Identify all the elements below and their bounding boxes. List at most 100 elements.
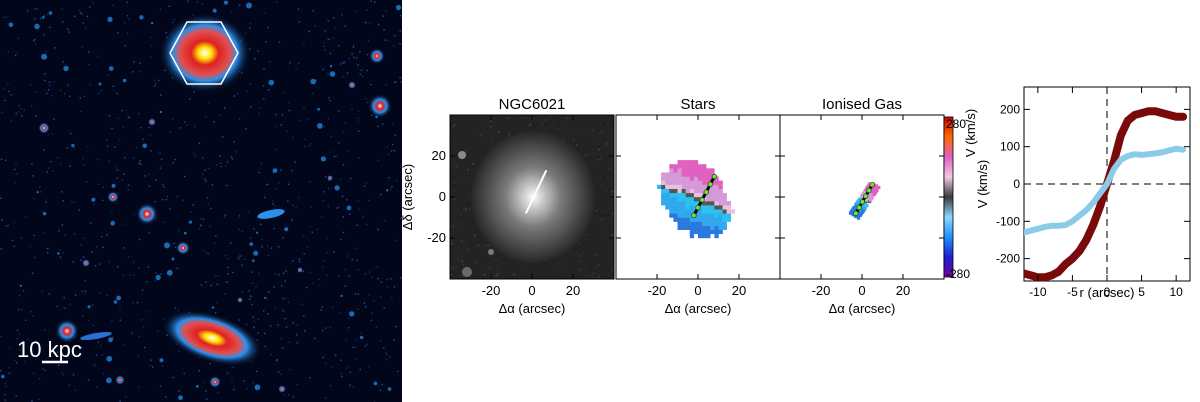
- x-tick-label: 0: [528, 283, 535, 298]
- sky-noise-pixel: [304, 330, 306, 332]
- stars-pixel: [702, 221, 707, 226]
- sky-noise-pixel: [80, 259, 82, 261]
- stars-pixel: [677, 168, 682, 173]
- stars-pixel: [689, 209, 695, 214]
- stars-pixel: [706, 205, 711, 210]
- sky-noise-pixel: [346, 367, 348, 369]
- sky-noise-pixel: [205, 390, 207, 392]
- stars-pixel: [710, 192, 715, 198]
- sky-noise-pixel: [267, 245, 269, 247]
- sky-noise-pixel: [278, 41, 281, 43]
- stars-pixel: [681, 221, 686, 226]
- sky-noise-pixel: [329, 326, 331, 329]
- stars-pixel: [710, 217, 715, 222]
- sky-noise-pixel: [308, 145, 311, 147]
- sky-noise-pixel: [257, 50, 259, 52]
- gas-axes: -20 0 20: [780, 115, 944, 298]
- stars-pixel: [673, 192, 678, 198]
- sky-noise-pixel: [16, 52, 18, 54]
- optical-noise-pixel: [513, 273, 515, 276]
- stars-pixel: [706, 168, 711, 173]
- sky-noise-pixel: [32, 40, 35, 42]
- sky-noise-pixel: [106, 139, 108, 141]
- sky-noise-pixel: [349, 213, 351, 215]
- sky-noise-pixel: [136, 301, 139, 304]
- sky-noise-pixel: [399, 76, 401, 79]
- stars-pixel: [677, 221, 682, 226]
- optical-noise-pixel: [460, 265, 463, 268]
- stars-pixel: [702, 233, 707, 239]
- stars-axis-point: [711, 173, 718, 180]
- stars-axis-point: [699, 197, 705, 203]
- sky-noise-pixel: [0, 370, 2, 372]
- optical-noise-pixel: [561, 124, 564, 126]
- optical-noise-pixel: [595, 266, 598, 269]
- sky-noise-pixel: [33, 198, 35, 200]
- stars-pixel: [681, 168, 686, 173]
- sky-noise-pixel: [56, 157, 59, 159]
- sky-noise-pixel: [207, 203, 209, 205]
- sky-noise-pixel: [121, 223, 124, 225]
- sky-noise-pixel: [233, 95, 236, 97]
- sky-noise-pixel: [267, 291, 270, 293]
- sky-noise-pixel: [216, 301, 218, 304]
- sky-noise-pixel: [204, 169, 206, 171]
- optical-noise-pixel: [460, 255, 463, 258]
- sky-noise-pixel: [224, 214, 226, 216]
- sky-noise-pixel: [306, 246, 309, 248]
- faint-source: [254, 384, 261, 391]
- optical-noise-pixel: [468, 242, 470, 245]
- sky-noise-pixel: [95, 354, 98, 356]
- sky-noise-pixel: [112, 336, 114, 339]
- sky-noise-pixel: [14, 168, 16, 171]
- sky-noise-pixel: [92, 324, 94, 327]
- optical-noise-pixel: [600, 122, 603, 125]
- sky-noise-pixel: [327, 73, 329, 75]
- optical-noise-pixel: [453, 133, 455, 136]
- optical-noise-pixel: [604, 167, 607, 170]
- sky-noise-pixel: [227, 258, 229, 260]
- sky-noise-pixel: [288, 394, 290, 396]
- faint-source: [359, 335, 364, 340]
- sky-noise-pixel: [44, 79, 46, 82]
- sky-noise-pixel: [184, 121, 186, 123]
- optical-noise-pixel: [453, 197, 456, 200]
- sky-noise-pixel: [201, 3, 203, 5]
- sky-noise-pixel: [149, 364, 151, 367]
- sky-noise-pixel: [251, 271, 253, 273]
- stars-pixel: [681, 213, 686, 218]
- sky-noise-pixel: [152, 366, 154, 368]
- sky-noise-pixel: [227, 281, 229, 283]
- stars-pixel: [657, 184, 662, 189]
- stars-pixel: [718, 205, 723, 210]
- stars-pixel: [685, 221, 690, 226]
- optical-noise-pixel: [565, 259, 568, 261]
- optical-noise-pixel: [453, 181, 456, 184]
- optical-noise-pixel: [450, 242, 453, 245]
- sky-noise-pixel: [267, 254, 269, 256]
- sky-noise-pixel: [377, 125, 379, 128]
- sky-noise-pixel: [359, 73, 361, 75]
- optical-noise-pixel: [570, 272, 573, 275]
- sky-noise-pixel: [7, 224, 10, 226]
- sky-noise-pixel: [356, 224, 358, 226]
- sky-noise-pixel: [357, 200, 359, 202]
- optical-noise-pixel: [450, 232, 453, 235]
- stars-pixel: [669, 164, 674, 169]
- sky-noise-pixel: [141, 289, 144, 291]
- sky-noise-pixel: [324, 30, 326, 32]
- stars-pixel: [698, 168, 703, 173]
- optical-noise-pixel: [608, 226, 610, 229]
- optical-noise-pixel: [452, 235, 455, 238]
- gas-panel: Ionised Gas Δα (arcsec) -20 0 20: [779, 96, 945, 316]
- sky-noise-pixel: [250, 296, 253, 298]
- optical-noise-pixel: [604, 214, 607, 217]
- faint-source: [155, 274, 161, 280]
- sky-noise-pixel: [282, 310, 285, 312]
- sky-noise-pixel: [322, 191, 325, 193]
- sky-noise-pixel: [333, 155, 336, 158]
- sky-noise-pixel: [79, 12, 82, 14]
- faint-source: [106, 355, 113, 362]
- sky-noise-pixel: [394, 81, 397, 83]
- stars-pixel: [681, 176, 686, 181]
